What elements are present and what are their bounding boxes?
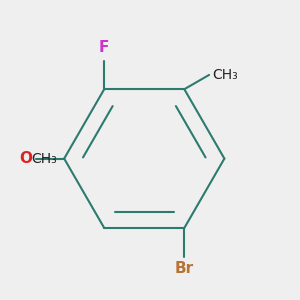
Text: O: O xyxy=(20,151,33,166)
Text: CH₃: CH₃ xyxy=(31,152,57,166)
Text: Br: Br xyxy=(175,261,194,276)
Text: F: F xyxy=(99,40,110,55)
Text: CH₃: CH₃ xyxy=(212,68,238,82)
